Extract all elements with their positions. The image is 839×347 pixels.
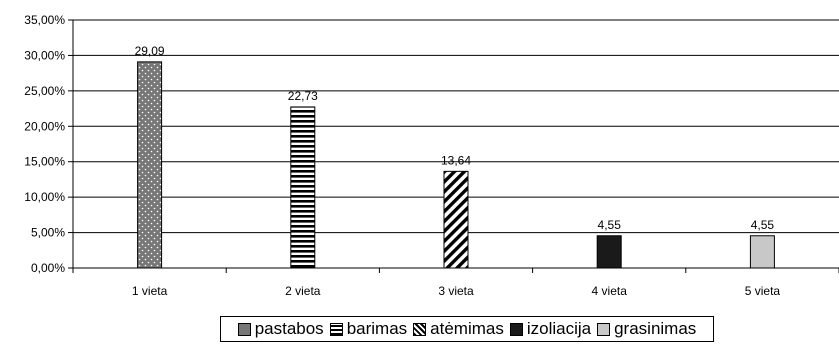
data-label: 4,55 [598, 218, 622, 232]
legend-swatch [237, 322, 251, 336]
data-labels: 29,09 22,73 13,64 4,55 4,55 [135, 44, 775, 232]
y-tick-label: 0,00% [31, 261, 65, 275]
x-tick-label: 4 vieta [592, 284, 628, 298]
gridlines [73, 19, 839, 234]
bar-grasinimas [749, 235, 775, 269]
legend-item: grasinimas [597, 319, 696, 339]
x-tick-label: 2 vieta [285, 284, 321, 298]
data-label: 13,64 [441, 153, 471, 167]
y-tick-label: 30,00% [24, 48, 65, 62]
legend-label: barimas [346, 319, 408, 338]
data-label: 4,55 [751, 218, 775, 232]
bar-izoliacija [596, 235, 622, 269]
data-label: 22,73 [288, 89, 318, 103]
x-tick-label: 5 vieta [745, 284, 781, 298]
legend: pastabos barimas atėmimas izoliacija grasini… [220, 316, 714, 342]
x-tick-label: 1 vieta [132, 284, 168, 298]
bar-pastabos [137, 61, 163, 269]
legend-item: barimas [329, 319, 408, 339]
y-tick-label: 25,00% [24, 84, 65, 98]
y-tick-label: 20,00% [24, 119, 65, 133]
bar-barimas [290, 106, 316, 269]
legend-item: izoliacija [509, 319, 592, 339]
legend-item: atėmimas [413, 319, 504, 339]
legend-label: pastabos [254, 319, 324, 338]
bars [137, 61, 775, 269]
data-label: 29,09 [135, 44, 165, 58]
legend-label: izoliacija [526, 319, 592, 338]
x-tick-label: 3 vieta [438, 284, 474, 298]
legend-swatch [509, 322, 523, 336]
y-tick-label: 15,00% [24, 155, 65, 169]
legend-label: grasinimas [614, 319, 697, 338]
legend-swatch [413, 322, 427, 336]
y-tick-label: 5,00% [31, 226, 65, 240]
bar-atėmimas [443, 170, 469, 269]
legend-swatch [329, 322, 343, 336]
legend-item: pastabos [237, 319, 324, 339]
y-tick-labels: 0,00% 5,00% 10,00% 15,00% 20,00% 25,00% 30,00%… [24, 13, 65, 275]
legend-swatch [597, 322, 611, 336]
y-tick-label: 10,00% [24, 190, 65, 204]
y-tick-label: 35,00% [24, 13, 65, 27]
x-tick-labels: 1 vieta 2 vieta 3 vieta 4 vieta 5 vieta [132, 284, 780, 298]
legend-label: atėmimas [430, 319, 504, 338]
